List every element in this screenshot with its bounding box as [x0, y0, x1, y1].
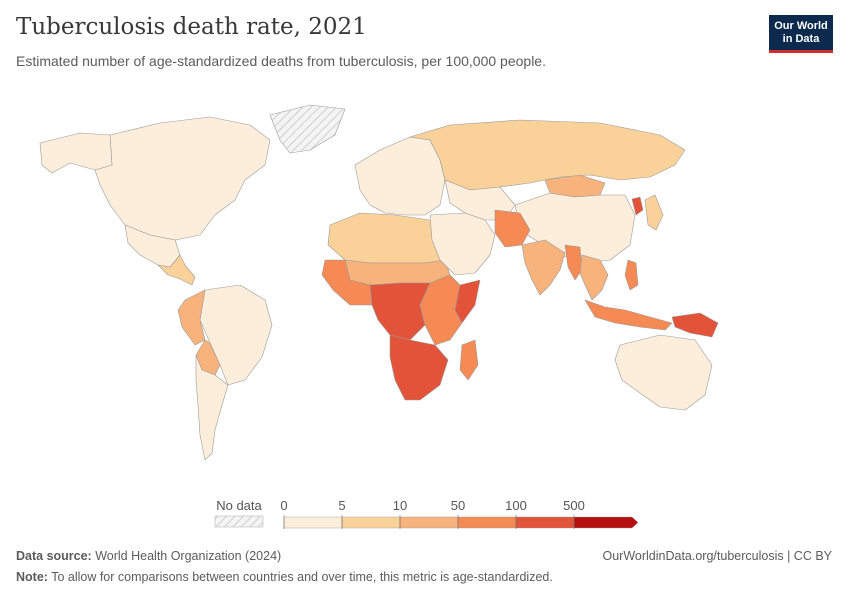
map-region-afghanistan-pakistan[interactable]: [494, 209, 531, 248]
note: Note: To allow for comparisons between c…: [16, 570, 553, 584]
legend-no-data-swatch: [214, 515, 264, 528]
legend-tick-label: 5: [338, 498, 345, 513]
map-region-north-korea[interactable]: [631, 196, 644, 216]
map-region-mongolia[interactable]: [544, 174, 606, 198]
map-region-north-africa[interactable]: [327, 212, 446, 264]
map-region-india[interactable]: [521, 239, 566, 296]
map-region-myanmar[interactable]: [564, 244, 583, 281]
map-region-middle-east[interactable]: [429, 212, 496, 276]
data-source-value[interactable]: World Health Organization (2024): [95, 549, 282, 563]
data-source: Data source: World Health Organization (…: [16, 549, 281, 563]
legend-bin[interactable]: [399, 516, 459, 529]
legend-bin[interactable]: [341, 516, 401, 529]
map-region-canada-us[interactable]: [94, 116, 271, 241]
map-region-australia[interactable]: [614, 334, 713, 411]
map-region-philippines[interactable]: [624, 259, 639, 291]
note-label: Note:: [16, 570, 48, 584]
owid-logo[interactable]: Our World in Data: [769, 15, 833, 53]
data-source-label: Data source:: [16, 549, 92, 563]
map-region-madagascar[interactable]: [459, 339, 479, 381]
legend-bin[interactable]: [515, 516, 575, 529]
chart-title: Tuberculosis death rate, 2021: [16, 14, 367, 40]
map-region-europe[interactable]: [354, 136, 446, 216]
legend-tick-label: 0: [280, 498, 287, 513]
source-url[interactable]: OurWorldinData.org/tuberculosis | CC BY: [602, 549, 833, 563]
chart-subtitle: Estimated number of age-standardized dea…: [16, 53, 546, 69]
map-region-papua-new-guinea[interactable]: [671, 312, 719, 338]
color-legend: No data 0 5 10 50 100 500: [214, 498, 639, 529]
map-region-greenland[interactable]: [269, 104, 346, 154]
map-region-peru[interactable]: [177, 289, 206, 346]
logo-line-2: in Data: [782, 33, 820, 45]
map-region-argentina-chile[interactable]: [195, 354, 229, 461]
legend-tick-label: 100: [505, 498, 527, 513]
legend-tick-label: 50: [451, 498, 465, 513]
map-region-southeast-asia[interactable]: [579, 254, 609, 301]
logo-line-1: Our World: [774, 20, 828, 32]
map-region-southern-africa[interactable]: [389, 334, 449, 401]
legend-bin[interactable]: [283, 516, 343, 529]
map-region-somalia[interactable]: [454, 279, 481, 324]
map-region-russia[interactable]: [409, 119, 686, 191]
legend-tick-label: 10: [393, 498, 407, 513]
map-region-indonesia[interactable]: [584, 299, 673, 331]
legend-bin[interactable]: [573, 516, 639, 529]
map-region-east-africa[interactable]: [419, 274, 463, 346]
legend-tick-label: 500: [563, 498, 585, 513]
note-text: To allow for comparisons between countri…: [51, 570, 553, 584]
map-region-central-america[interactable]: [157, 254, 196, 286]
map-region-central-africa[interactable]: [369, 282, 431, 341]
world-map[interactable]: [0, 95, 850, 490]
map-region-alaska[interactable]: [39, 132, 113, 174]
map-region-japan-korea[interactable]: [644, 194, 664, 231]
legend-bin[interactable]: [457, 516, 517, 529]
legend-no-data-label: No data: [216, 498, 262, 513]
